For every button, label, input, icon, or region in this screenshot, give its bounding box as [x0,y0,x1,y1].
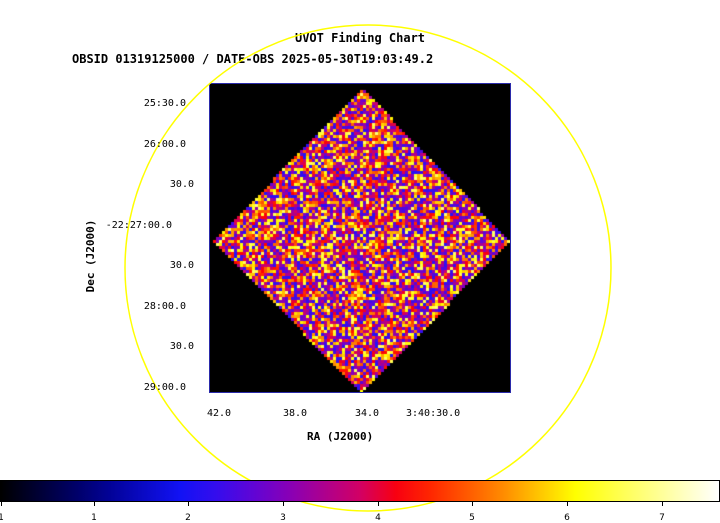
colorbar-tick-mark [94,501,95,506]
colorbar-tick-label: 3 [280,513,286,523]
y-tick-1: 26:00.0 [143,139,186,150]
colorbar-tick-label: 1 [91,513,97,523]
colorbar-tick-label: 7 [659,513,665,523]
x-axis-label: RA (J2000) [307,430,374,443]
colorbar-tick-label: 4 [375,513,381,523]
y-tick-7: 29:00.0 [143,382,186,393]
x-tick-0: 42.0 [207,408,232,419]
chart-title: UVOT Finding Chart [294,31,426,45]
colorbar-tick-label: 2 [185,513,191,523]
colorbar-tick-mark [472,501,473,506]
colorbar-tick-label: 5 [469,513,475,523]
colorbar-tick-mark [283,501,284,506]
y-tick-2: 30.0 [169,179,194,190]
colorbar-tick-label: 1 [0,513,4,523]
colorbar-tick-mark [1,501,2,506]
colorbar-tick-mark [662,501,663,506]
colorbar [0,480,720,502]
y-tick-3: -22:27:00.0 [105,220,172,231]
x-tick-3: 3:40:30.0 [406,408,461,419]
finding-chart-image [209,83,511,393]
y-tick-5: 28:00.0 [143,301,186,312]
chart-subtitle: OBSID 01319125000 / DATE-OBS 2025-05-30T… [72,52,434,66]
x-tick-2: 34.0 [355,408,380,419]
x-tick-1: 38.0 [283,408,308,419]
y-tick-4: 30.0 [169,260,194,271]
colorbar-tick-mark [188,501,189,506]
y-tick-0: 25:30.0 [143,98,186,109]
colorbar-tick-mark [378,501,379,506]
colorbar-tick-label: 6 [564,513,570,523]
y-tick-6: 30.0 [169,341,194,352]
y-axis-label: Dec (J2000) [84,219,97,293]
field-of-view-circle [124,24,612,512]
colorbar-tick-mark [567,501,568,506]
